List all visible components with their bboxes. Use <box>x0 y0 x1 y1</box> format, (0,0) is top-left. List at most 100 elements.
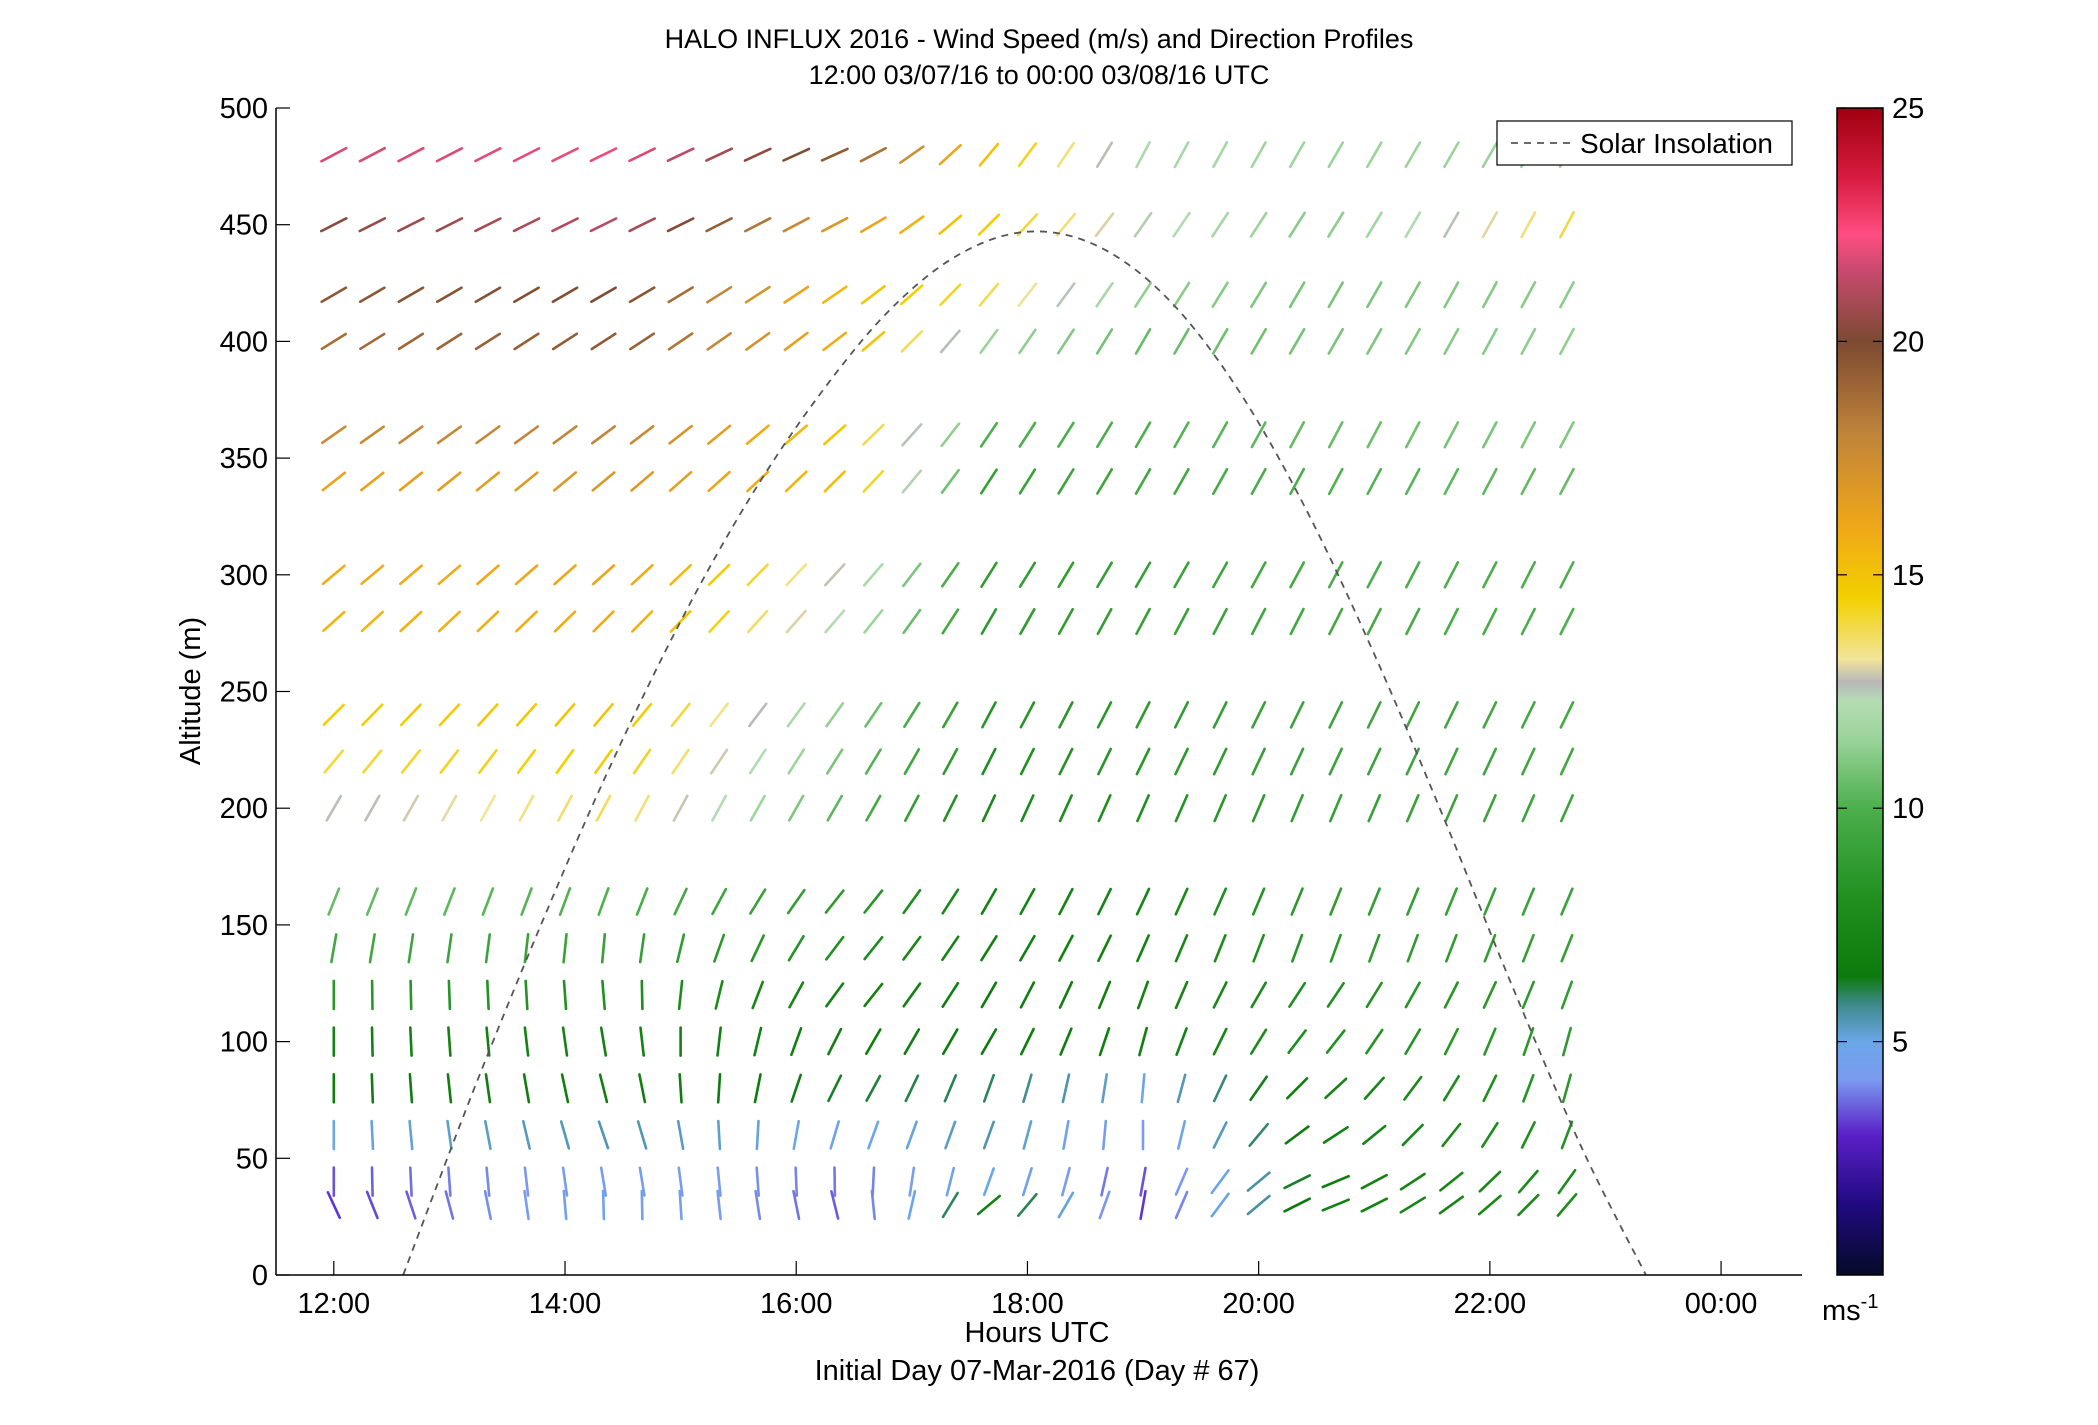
wind-barb <box>1212 141 1229 169</box>
wind-barb <box>709 748 729 775</box>
wind-barb <box>1366 700 1382 729</box>
wind-barb <box>1522 1073 1535 1103</box>
y-tick-label: 150 <box>220 910 268 942</box>
wind-barb <box>786 888 806 915</box>
wind-barb <box>1289 561 1306 589</box>
wind-barb <box>1290 887 1304 916</box>
wind-barb <box>1559 211 1575 239</box>
wind-barb <box>320 146 348 163</box>
chart-subtitle: 12:00 03/07/16 to 00:00 03/08/16 UTC <box>809 60 1270 90</box>
wind-barb <box>786 702 806 728</box>
wind-barb <box>941 935 960 962</box>
wind-barb <box>1058 747 1074 776</box>
colorbar-tick-label: 20 <box>1892 326 1924 358</box>
wind-barb <box>1059 1027 1073 1056</box>
wind-barb <box>1021 1167 1033 1197</box>
wind-barb <box>1249 211 1268 238</box>
wind-barb <box>792 1189 801 1220</box>
wind-barb <box>1481 141 1499 169</box>
wind-barb <box>408 1026 413 1057</box>
wind-barb <box>409 979 413 1011</box>
wind-barb <box>1520 211 1537 239</box>
wind-barb <box>632 748 652 775</box>
wind-barb <box>322 703 346 727</box>
wind-barb <box>1520 560 1537 589</box>
wind-barb <box>1174 980 1189 1010</box>
wind-barb <box>514 564 539 586</box>
wind-barb <box>1289 700 1305 729</box>
wind-barb <box>1288 281 1306 309</box>
wind-barb <box>1367 793 1382 823</box>
wind-barb <box>1172 281 1191 308</box>
wind-barb <box>1252 933 1265 963</box>
wind-barb <box>636 1120 648 1150</box>
x-axis-ticks: 12:00 14:00 16:00 18:00 20:00 22:00 00:00 <box>298 1261 1757 1320</box>
wind-barb <box>599 1166 608 1197</box>
wind-barb <box>941 1028 959 1055</box>
wind-barb <box>553 564 577 586</box>
wind-barb <box>1022 1073 1033 1103</box>
wind-barb <box>515 610 538 633</box>
wind-barb <box>943 1074 958 1103</box>
wind-barb <box>784 424 809 446</box>
wind-barb <box>1018 561 1037 589</box>
wind-barb <box>980 888 998 916</box>
wind-barb <box>630 471 655 492</box>
wind-barb <box>1019 607 1036 636</box>
wind-barb <box>1250 981 1267 1009</box>
wind-barb <box>1404 327 1421 355</box>
wind-barb <box>1520 700 1536 729</box>
wind-barb <box>474 286 502 304</box>
wind-barb <box>1365 1028 1384 1055</box>
wind-barb <box>980 935 998 962</box>
wind-barb <box>706 332 732 351</box>
wind-barb <box>902 982 922 1008</box>
wind-barb <box>1520 421 1537 449</box>
wind-barb <box>397 286 425 304</box>
y-tick-label: 50 <box>236 1143 268 1175</box>
wind-barb <box>1443 141 1460 169</box>
wind-barb <box>867 1120 880 1150</box>
wind-barb <box>365 887 379 916</box>
wind-barb <box>1136 934 1150 963</box>
wind-barb <box>824 889 845 914</box>
wind-barb <box>1522 1027 1535 1057</box>
wind-barb <box>513 425 540 445</box>
wind-barb <box>1328 747 1343 776</box>
wind-barb <box>905 1120 918 1150</box>
wind-barb <box>746 470 770 493</box>
wind-barb <box>1366 281 1383 309</box>
wind-barb <box>523 1026 530 1057</box>
wind-barb <box>827 1027 843 1056</box>
wind-barb <box>748 748 767 775</box>
wind-barb <box>1444 887 1458 916</box>
wind-barb <box>1020 794 1035 823</box>
wind-barb <box>825 702 845 728</box>
wind-barb <box>755 1166 761 1197</box>
wind-barb <box>1401 1123 1424 1147</box>
wind-barb <box>827 1074 843 1103</box>
wind-barb <box>1057 421 1075 448</box>
wind-barb <box>1135 747 1151 776</box>
wind-barb <box>1057 607 1074 636</box>
legend-entry-solar-insolation: Solar Insolation <box>1580 128 1773 159</box>
wind-barb <box>788 981 805 1009</box>
wind-barb <box>941 608 960 635</box>
wind-barb <box>1140 1073 1146 1104</box>
wind-barb <box>359 471 385 492</box>
wind-barb <box>1443 607 1459 636</box>
wind-barb <box>634 794 651 822</box>
wind-barb <box>1213 933 1227 963</box>
wind-barb <box>1018 468 1037 495</box>
wind-barb <box>1174 887 1189 916</box>
wind-barb <box>862 469 885 493</box>
wind-barb <box>638 1073 647 1104</box>
y-tick-label: 100 <box>220 1027 268 1059</box>
wind-barb <box>590 332 617 351</box>
wind-barb <box>787 748 806 775</box>
wind-barb <box>1019 701 1036 729</box>
wind-barb <box>824 935 845 961</box>
wind-barb <box>1213 794 1227 823</box>
wind-barb <box>474 332 502 351</box>
wind-barb <box>1327 561 1344 589</box>
